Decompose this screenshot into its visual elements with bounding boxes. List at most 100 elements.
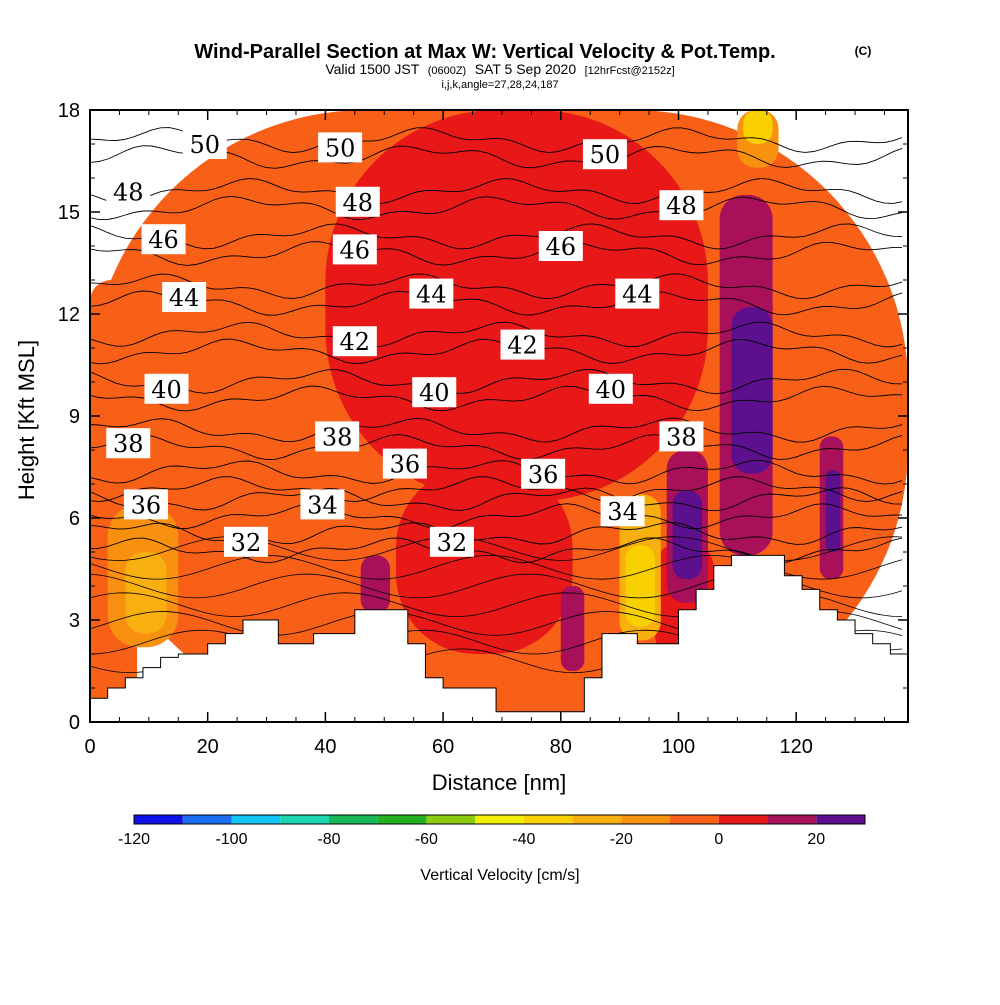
grid-indices: i,j,k,angle=27,28,24,187 <box>441 79 558 91</box>
colorbar-swatch <box>670 815 719 824</box>
x-tick-label: 100 <box>662 736 695 758</box>
velocity-cell <box>825 470 841 552</box>
x-tick-label: 60 <box>432 736 454 758</box>
forecast-info: [12hrFcst@2152z] <box>585 65 675 77</box>
colorbar-swatch <box>767 815 817 824</box>
isentrope-line <box>90 476 903 503</box>
contour-label-box <box>162 282 207 312</box>
colorbar-tick-label: -20 <box>610 831 633 848</box>
contour-label-box <box>588 373 633 404</box>
contour-label-text: 44 <box>622 281 653 309</box>
contour-label-text: 38 <box>666 423 697 451</box>
contour-label-box <box>106 176 151 207</box>
velocity-cell <box>672 490 703 580</box>
contour-label: 36 <box>521 458 566 489</box>
contour-label-box <box>521 458 566 489</box>
valid-utc: (0600Z) <box>428 65 467 77</box>
contour-label-text: 36 <box>528 461 559 489</box>
isentrope-line <box>90 368 903 395</box>
colorbar-tick-label: -60 <box>415 831 438 848</box>
contour-label: 40 <box>144 373 189 404</box>
contour-label-box <box>615 278 660 309</box>
contour-label-text: 32 <box>437 529 468 557</box>
isentrope-line <box>90 178 903 204</box>
isentrope-line <box>90 241 903 266</box>
colorbar-swatch <box>523 815 573 824</box>
isentrope-line <box>90 487 903 512</box>
contour-label-box <box>144 373 189 404</box>
contour-label-box <box>332 326 377 357</box>
isentrope-lines <box>90 127 903 674</box>
colorbar-swatch <box>572 815 622 824</box>
contour-label: 48 <box>335 186 380 217</box>
contour-label-box <box>382 448 427 479</box>
isentrope-line <box>90 503 903 530</box>
isentrope-line <box>90 223 903 250</box>
contour-label-box <box>409 278 454 309</box>
colorbar-swatch <box>816 815 865 824</box>
contour-label: 44 <box>409 278 454 309</box>
colorbar-tick-label: 0 <box>714 831 723 848</box>
contour-label: 46 <box>332 234 377 265</box>
contour-label: 34 <box>600 496 645 527</box>
velocity-cell <box>731 307 773 474</box>
contour-label: 42 <box>332 326 377 357</box>
contour-label: 42 <box>500 329 545 360</box>
colorbar-swatch <box>426 815 476 824</box>
x-tick-label: 20 <box>197 736 219 758</box>
contour-label: 46 <box>141 224 186 255</box>
contour-label: 48 <box>659 190 704 221</box>
colorbar-swatch <box>328 815 378 824</box>
isentrope-line <box>90 385 903 412</box>
x-tick-label: 0 <box>84 736 95 758</box>
contour-label-box <box>538 231 583 261</box>
contour-label-box <box>600 496 645 527</box>
y-tick-label: 18 <box>58 100 80 122</box>
contour-label-text: 34 <box>307 491 338 519</box>
contour-label-text: 40 <box>596 376 627 404</box>
contour-label-box <box>315 421 360 452</box>
colorbar-tick-label: 20 <box>807 831 825 848</box>
isentrope-line <box>90 338 903 365</box>
contour-label-box <box>300 489 345 520</box>
contour-label-text: 40 <box>151 376 182 404</box>
contour-label-box <box>429 526 474 557</box>
contour-label: 40 <box>588 373 633 404</box>
contour-label-box <box>659 421 704 452</box>
colorbar-swatch <box>718 815 768 824</box>
contour-label: 32 <box>429 526 474 557</box>
colorbar-swatch <box>182 815 232 824</box>
contour-label: 34 <box>300 489 345 520</box>
contour-label-text: 46 <box>148 226 179 254</box>
contour-label-box <box>500 329 545 360</box>
contour-label: 44 <box>615 278 660 309</box>
contour-label: 44 <box>162 282 207 312</box>
contour-label-text: 42 <box>507 332 538 360</box>
colorbar-swatch <box>377 815 427 824</box>
contour-label: 50 <box>582 139 627 170</box>
colorbar-tick-label: -100 <box>215 831 247 848</box>
contour-label-text: 42 <box>340 328 371 356</box>
isentrope-line <box>90 290 903 316</box>
contour-label-text: 36 <box>390 451 421 479</box>
contour-label: 40 <box>412 377 457 408</box>
velocity-cell <box>625 545 655 627</box>
contour-label-box <box>332 234 377 265</box>
contour-label-box <box>582 139 627 170</box>
contour-label: 38 <box>315 421 360 452</box>
contour-label-box <box>659 190 704 221</box>
chart-subtitle: Valid 1500 JST (0600Z) SAT 5 Sep 2020 [1… <box>325 61 674 78</box>
y-tick-label: 0 <box>69 712 80 734</box>
contour-label-text: 50 <box>590 141 621 169</box>
y-tick-label: 6 <box>69 508 80 530</box>
contour-label-text: 44 <box>416 281 447 309</box>
valid-date: SAT 5 Sep 2020 <box>475 61 577 77</box>
colorbar-swatch <box>134 815 183 824</box>
contour-label-text: 38 <box>113 430 144 458</box>
x-tick-label: 80 <box>550 736 572 758</box>
contour-label-text: 46 <box>340 236 371 264</box>
contour-label-text: 38 <box>322 423 353 451</box>
